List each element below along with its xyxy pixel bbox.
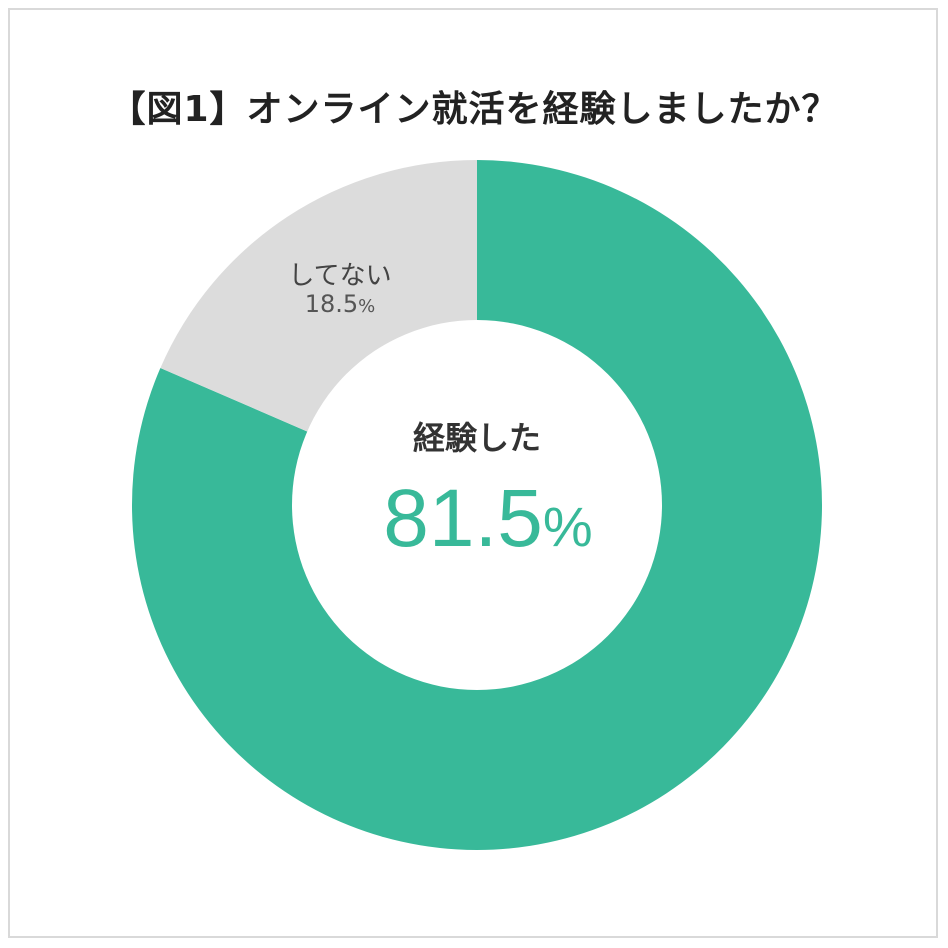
- center-label: 経験した: [413, 419, 541, 457]
- slice-label-label: してない: [288, 261, 391, 291]
- center-value-unit: %: [543, 495, 593, 558]
- center-value-number: 81.5: [383, 473, 543, 564]
- donut-hole: [292, 320, 662, 690]
- slice-value-unit: %: [358, 296, 375, 317]
- slice-value-number: 18.5: [305, 290, 358, 318]
- chart-title: 【図1】オンライン就活を経験しましたか？: [109, 89, 839, 130]
- slice-label-value: 18.5%: [305, 290, 376, 318]
- center-value: 81.5%: [383, 473, 592, 564]
